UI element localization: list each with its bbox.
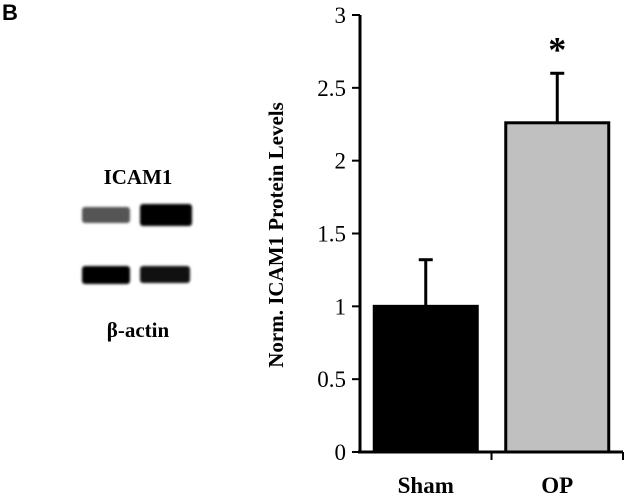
x-tick-label: Sham — [398, 473, 454, 498]
y-tick-label: 1.5 — [317, 222, 346, 247]
y-tick-label: 1 — [335, 294, 347, 319]
y-tick-label: 0 — [335, 440, 347, 465]
blot-band-icam1-sham — [82, 207, 130, 223]
panel-label: B — [2, 0, 18, 25]
y-tick-label: 2 — [335, 149, 347, 174]
y-tick-label: 2.5 — [317, 76, 346, 101]
y-tick-label: 0.5 — [317, 367, 346, 392]
y-axis-label: Norm. ICAM1 Protein Levels — [264, 102, 288, 368]
significance-marker: * — [548, 29, 566, 69]
blot-band-actin-op — [140, 266, 190, 283]
y-tick-label: 3 — [335, 3, 347, 28]
blot-band-icam1-op — [140, 204, 192, 226]
bar-op — [504, 121, 611, 454]
blot-label-icam1: ICAM1 — [103, 165, 173, 189]
x-tick-label: OP — [541, 473, 573, 498]
blot-band-actin-sham — [82, 266, 130, 284]
bar-sham — [372, 304, 479, 454]
blot-label-actin: β-actin — [106, 318, 170, 342]
